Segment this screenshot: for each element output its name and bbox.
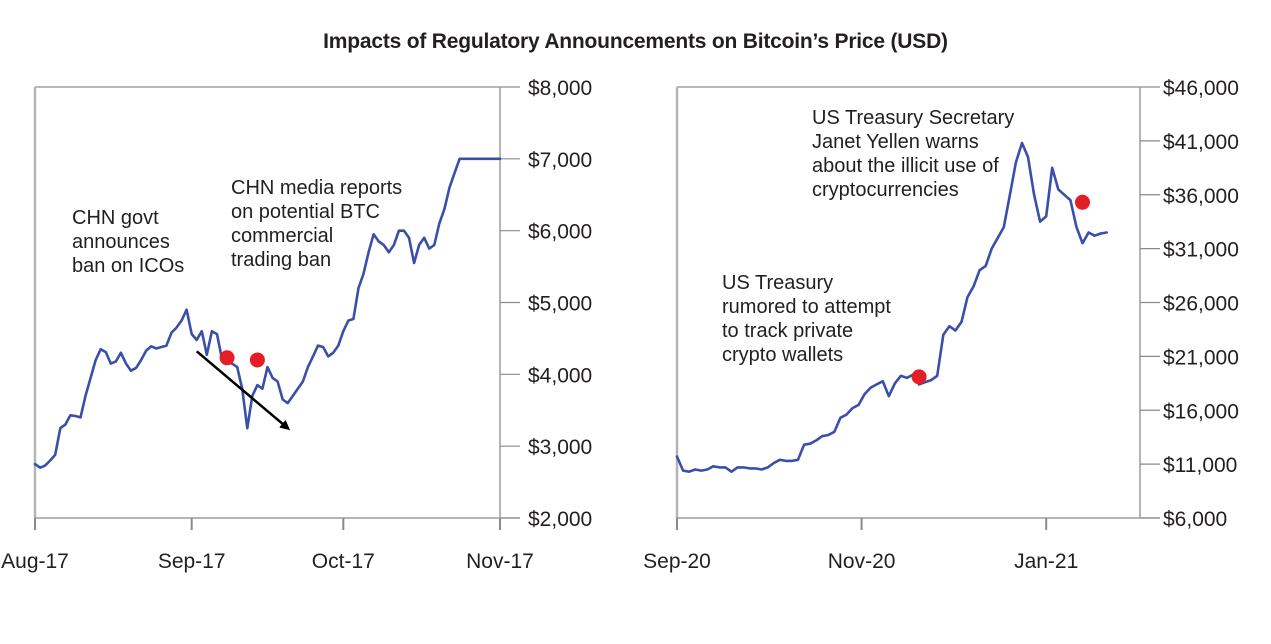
decline-arrow bbox=[195, 350, 291, 431]
event-marker bbox=[219, 350, 235, 366]
x-tick-label: Oct-17 bbox=[312, 550, 375, 573]
annotation-text: US Treasury rumored to attempt to track pr… bbox=[722, 272, 891, 366]
price-line bbox=[675, 141, 1108, 473]
y-tick-label: $6,000 bbox=[1163, 508, 1227, 531]
annotation-text: US Treasury Secretary Janet Yellen warns a… bbox=[812, 107, 1014, 201]
x-tick-label: Jan-21 bbox=[1014, 550, 1078, 573]
annotation-line: trading ban bbox=[231, 249, 331, 271]
price-line bbox=[33, 157, 502, 469]
y-tick-label: $31,000 bbox=[1163, 239, 1239, 262]
event-marker bbox=[911, 369, 927, 385]
annotation-line: CHN govt bbox=[72, 207, 159, 229]
y-tick-label: $11,000 bbox=[1163, 454, 1237, 477]
annotation-line: announces bbox=[72, 231, 170, 253]
annotation-line: rumored to attempt bbox=[722, 296, 891, 318]
y-tick-label: $26,000 bbox=[1163, 293, 1239, 316]
y-tick-label: $16,000 bbox=[1163, 400, 1239, 423]
chart-title: Impacts of Regulatory Announcements on B… bbox=[323, 30, 948, 53]
annotation-line: commercial bbox=[231, 225, 333, 247]
event-marker bbox=[249, 352, 265, 368]
y-tick-label: $41,000 bbox=[1163, 131, 1239, 154]
x-tick-label: Nov-17 bbox=[466, 550, 534, 573]
y-tick-label: $4,000 bbox=[528, 364, 592, 387]
y-tick-label: $3,000 bbox=[528, 436, 592, 459]
annotation-text: CHN govt announces ban on ICOs bbox=[72, 207, 184, 277]
y-tick-label: $46,000 bbox=[1163, 77, 1239, 100]
panel-2020-2021: $6,000 $11,000 $16,000 $21,000 $26,000 $31,00… bbox=[643, 77, 1239, 573]
y-tick-label: $7,000 bbox=[528, 149, 592, 172]
annotation-line: ban on ICOs bbox=[72, 255, 184, 277]
y-tick-label: $2,000 bbox=[528, 508, 592, 531]
x-tick-label: Sep-17 bbox=[158, 550, 226, 573]
panel-2017: $2,000 $3,000 $4,000 $5,000 $6,000 $7,000 $8,0… bbox=[1, 77, 592, 573]
y-tick-label: $21,000 bbox=[1163, 346, 1239, 369]
x-tick-label: Aug-17 bbox=[1, 550, 69, 573]
y-tick-label: $36,000 bbox=[1163, 185, 1239, 208]
annotation-line: Janet Yellen warns bbox=[812, 131, 979, 153]
y-tick-label: $8,000 bbox=[528, 77, 592, 100]
annotation-line: cryptocurrencies bbox=[812, 179, 959, 201]
annotation-line: CHN media reports bbox=[231, 177, 402, 199]
y-tick-label: $6,000 bbox=[528, 221, 592, 244]
x-tick-label: Sep-20 bbox=[643, 550, 711, 573]
annotation-line: to track private bbox=[722, 320, 853, 342]
annotation-line: on potential BTC bbox=[231, 201, 380, 223]
annotation-text: CHN media reports on potential BTC commerc… bbox=[231, 177, 402, 271]
x-tick-label: Nov-20 bbox=[828, 550, 896, 573]
annotation-line: US Treasury Secretary bbox=[812, 107, 1014, 129]
annotation-line: US Treasury bbox=[722, 272, 833, 294]
annotation-line: about the illicit use of bbox=[812, 155, 999, 177]
y-tick-label: $5,000 bbox=[528, 293, 592, 316]
event-marker bbox=[1075, 194, 1091, 210]
annotation-line: crypto wallets bbox=[722, 344, 843, 366]
